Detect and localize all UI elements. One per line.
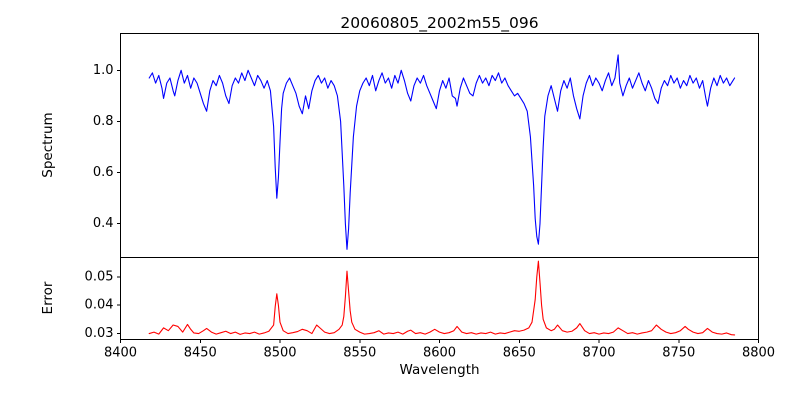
x-tick-label: 8500 xyxy=(263,346,296,361)
x-tick-label: 8400 xyxy=(104,346,137,361)
x-tick-label: 8600 xyxy=(423,346,456,361)
y-tick-label-error: 0.04 xyxy=(85,298,114,313)
y-tick-label-spectrum: 0.6 xyxy=(93,165,114,180)
x-tick-label: 8650 xyxy=(503,346,536,361)
y-tick-label-error: 0.05 xyxy=(85,269,114,284)
y-tick-label-error: 0.03 xyxy=(85,326,114,341)
x-axis-label: Wavelength xyxy=(399,362,480,378)
error-line xyxy=(148,260,736,336)
x-tick-label: 8800 xyxy=(742,346,775,361)
x-tick-label: 8550 xyxy=(343,346,376,361)
y-tick-label-spectrum: 0.4 xyxy=(93,216,114,231)
y-axis-label-spectrum: Spectrum xyxy=(40,112,56,178)
y-tick-label-spectrum: 0.8 xyxy=(93,114,114,129)
chart-title: 20060805_2002m55_096 xyxy=(340,14,539,32)
panel-frame-error xyxy=(120,257,759,340)
panel-frame-spectrum xyxy=(120,33,759,258)
x-tick-label: 8750 xyxy=(662,346,695,361)
x-tick-label: 8450 xyxy=(184,346,217,361)
y-tick-label-spectrum: 1.0 xyxy=(93,63,114,78)
x-tick-label: 8700 xyxy=(582,346,615,361)
spectrum-line xyxy=(148,54,736,250)
y-axis-label-error: Error xyxy=(40,281,56,315)
